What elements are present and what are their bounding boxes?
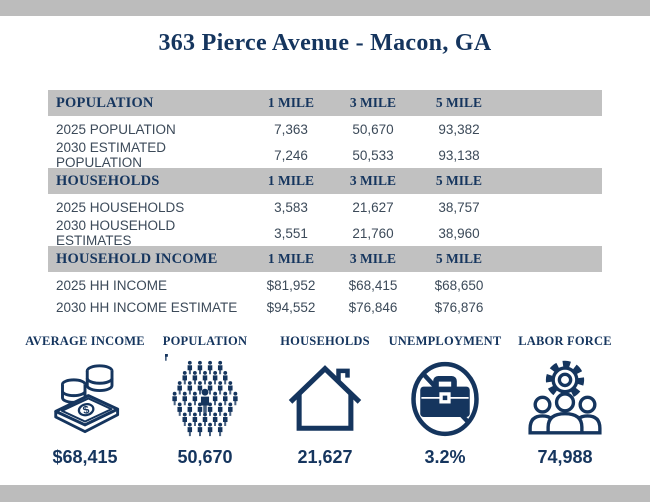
money-icon: $ — [25, 353, 145, 445]
column-header-1mile: 1 MILE — [267, 95, 315, 110]
table-row: 2025 POPULATION 7,363 50,670 93,382 — [48, 118, 602, 140]
stat-label: AVERAGE INCOME — [25, 334, 145, 348]
cell-5mile: 93,382 — [438, 121, 480, 137]
row-label: 2030 ESTIMATED POPULATION — [56, 140, 167, 170]
table-section-population: POPULATION 1 MILE 3 MILE 5 MILE 2025 POP… — [48, 90, 602, 170]
svg-text:$: $ — [82, 404, 92, 417]
row-label: 2030 HH INCOME ESTIMATE — [56, 299, 238, 315]
stat-label: UNEMPLOYMENT — [388, 334, 502, 348]
cell-3mile: 21,627 — [352, 199, 394, 215]
table-header-row: HOUSEHOLDS 1 MILE 3 MILE 5 MILE — [48, 168, 602, 194]
stat-value: 50,670 — [177, 447, 233, 467]
cell-3mile: 21,760 — [352, 225, 394, 241]
stat-labor-force: LABOR FORCE 74,988 — [505, 334, 625, 468]
section-title: HOUSEHOLDS — [56, 172, 160, 189]
table-header-row: POPULATION 1 MILE 3 MILE 5 MILE — [48, 90, 602, 116]
cell-3mile: 50,533 — [352, 147, 394, 163]
column-header-1mile: 1 MILE — [267, 173, 315, 188]
row-label: 2025 POPULATION — [56, 121, 176, 137]
stat-households: HOUSEHOLDS 21,627 — [265, 334, 385, 468]
section-title: HOUSEHOLD INCOME — [56, 250, 218, 267]
table-row: 2030 HOUSEHOLD ESTIMATES 3,551 21,760 38… — [48, 218, 602, 248]
bottom-divider-bar — [0, 485, 650, 502]
column-header-3mile: 3 MILE — [349, 173, 397, 188]
table-row: 2025 HOUSEHOLDS 3,583 21,627 38,757 — [48, 196, 602, 218]
row-label: 2025 HOUSEHOLDS — [56, 199, 185, 215]
cell-3mile: $68,415 — [348, 277, 398, 293]
table-row: 2030 HH INCOME ESTIMATE $94,552 $76,846 … — [48, 296, 602, 318]
summary-stats-row: AVERAGE INCOME $ $68,415 — [25, 334, 625, 468]
stat-label: POPULATION — [162, 334, 248, 348]
cell-5mile: 38,960 — [438, 225, 480, 241]
stat-label: LABOR FORCE — [518, 334, 612, 348]
column-header-5mile: 5 MILE — [435, 95, 483, 110]
column-header-5mile: 5 MILE — [435, 173, 483, 188]
table-header-row: HOUSEHOLD INCOME 1 MILE 3 MILE 5 MILE — [48, 246, 602, 272]
cell-1mile: 3,551 — [274, 225, 308, 241]
cell-5mile: $68,650 — [434, 277, 484, 293]
cell-5mile: 93,138 — [438, 147, 480, 163]
row-label: 2030 HOUSEHOLD ESTIMATES — [56, 218, 176, 248]
cell-1mile: 3,583 — [274, 199, 308, 215]
stat-value: 74,988 — [537, 447, 593, 467]
table-row: 2030 ESTIMATED POPULATION 7,246 50,533 9… — [48, 140, 602, 170]
cell-1mile: $81,952 — [266, 277, 316, 293]
gear-people-icon — [505, 353, 625, 445]
stat-population: POPULATION 50,670 — [145, 334, 265, 468]
stat-value: $68,415 — [52, 447, 118, 467]
table-section-households: HOUSEHOLDS 1 MILE 3 MILE 5 MILE 2025 HOU… — [48, 168, 602, 248]
stat-value: 21,627 — [297, 447, 353, 467]
column-header-3mile: 3 MILE — [349, 251, 397, 266]
cell-1mile: 7,363 — [274, 121, 308, 137]
demographics-tables: POPULATION 1 MILE 3 MILE 5 MILE 2025 POP… — [48, 90, 602, 318]
stat-average-income: AVERAGE INCOME $ $68,415 — [25, 334, 145, 468]
stat-value: 3.2% — [424, 447, 466, 467]
column-header-5mile: 5 MILE — [435, 251, 483, 266]
cell-3mile: 50,670 — [352, 121, 394, 137]
cell-1mile: $94,552 — [266, 299, 316, 315]
crowd-icon — [145, 353, 265, 445]
column-header-3mile: 3 MILE — [349, 95, 397, 110]
cell-1mile: 7,246 — [274, 147, 308, 163]
page-title: 363 Pierce Avenue - Macon, GA — [158, 30, 492, 56]
column-header-1mile: 1 MILE — [267, 251, 315, 266]
cell-5mile: $76,876 — [434, 299, 484, 315]
table-row: 2025 HH INCOME $81,952 $68,415 $68,650 — [48, 274, 602, 296]
stat-label: HOUSEHOLDS — [280, 334, 370, 348]
row-label: 2025 HH INCOME — [56, 277, 168, 293]
table-section-household-income: HOUSEHOLD INCOME 1 MILE 3 MILE 5 MILE 20… — [48, 246, 602, 318]
top-divider-bar — [0, 0, 650, 16]
cell-5mile: 38,757 — [438, 199, 480, 215]
no-briefcase-icon — [385, 353, 505, 445]
section-title: POPULATION — [56, 94, 154, 111]
stat-unemployment: UNEMPLOYMENT 3.2% — [385, 334, 505, 468]
house-icon — [265, 353, 385, 445]
cell-3mile: $76,846 — [348, 299, 398, 315]
